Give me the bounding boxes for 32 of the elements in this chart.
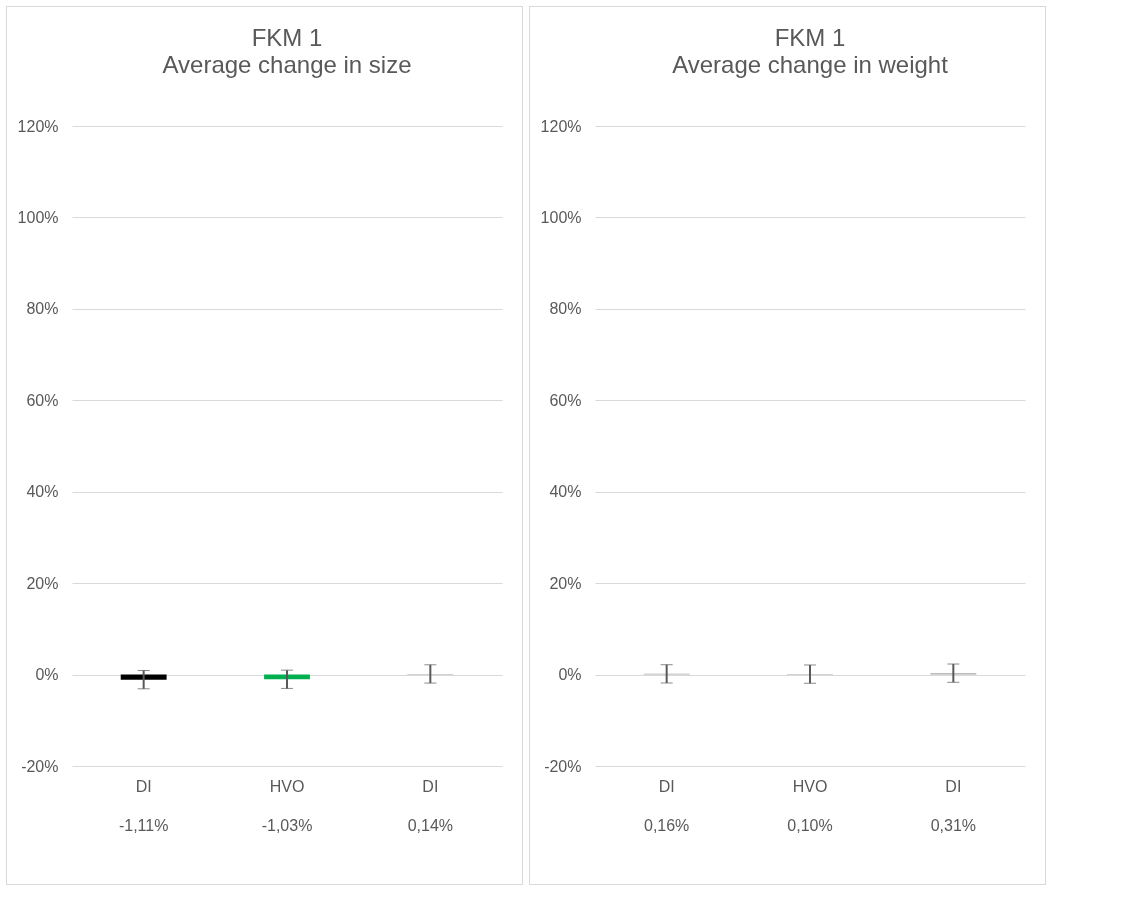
y-tick-label: 100%	[17, 208, 59, 226]
y-tick-label: 40%	[549, 483, 582, 501]
x-tick-label: DI	[658, 777, 675, 795]
y-tick-label: 100%	[540, 208, 582, 226]
x-tick-label: HVO	[269, 777, 305, 795]
y-tick-label: 60%	[549, 391, 582, 409]
y-tick-label: 0%	[35, 666, 59, 684]
x-tick-label: DI	[422, 777, 439, 795]
y-tick-label: 20%	[26, 574, 59, 592]
y-tick-label: 40%	[26, 483, 59, 501]
data-label: 0,16%	[643, 817, 690, 834]
data-label: 0,14%	[407, 817, 454, 834]
data-label: -1,03%	[261, 817, 313, 834]
x-tick-label: DI	[135, 777, 152, 795]
chart-subtitle: Average change in size	[162, 51, 412, 78]
y-tick-label: 20%	[549, 574, 582, 592]
y-tick-label: 0%	[558, 666, 582, 684]
y-tick-label: -20%	[21, 757, 59, 775]
chart-title: FKM 1	[774, 24, 846, 51]
y-tick-label: 80%	[26, 300, 59, 318]
x-tick-label: DI	[945, 777, 962, 795]
y-tick-label: 80%	[549, 300, 582, 318]
y-tick-label: 120%	[540, 117, 582, 135]
y-tick-label: -20%	[544, 757, 582, 775]
chart-title: FKM 1	[251, 24, 323, 51]
data-label: 0,10%	[787, 817, 833, 834]
chart-subtitle: Average change in weight	[672, 51, 949, 78]
data-label: -1,11%	[118, 817, 169, 834]
x-tick-label: HVO	[792, 777, 828, 795]
y-tick-label: 60%	[26, 391, 59, 409]
data-label: 0,31%	[930, 817, 977, 834]
y-tick-label: 120%	[17, 117, 59, 135]
